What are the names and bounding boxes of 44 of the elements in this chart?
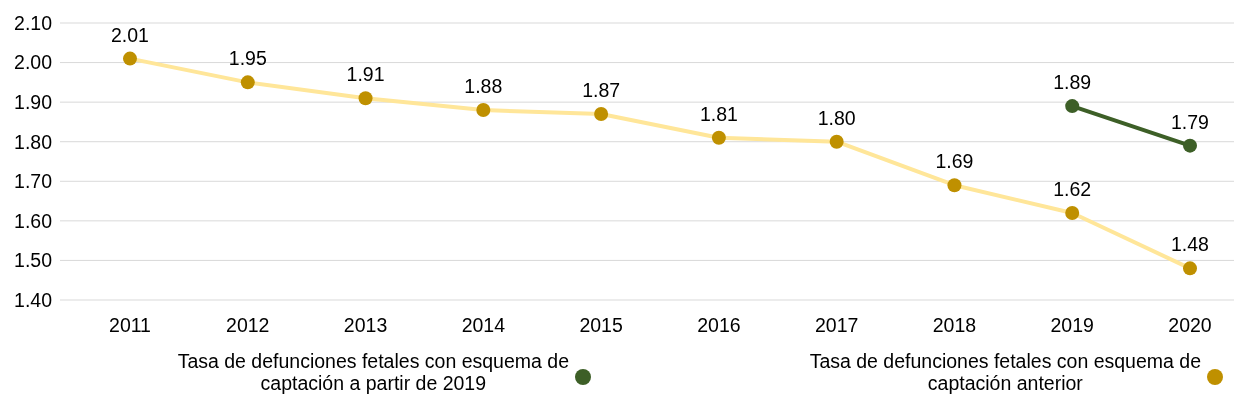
text: 1.40	[14, 288, 52, 311]
point	[476, 103, 491, 118]
legend-label: Tasa de defunciones fetales con esquema de captación a partir de 2019	[177, 350, 569, 394]
data-label: 1.80	[817, 106, 856, 129]
point	[1065, 205, 1080, 220]
data-label: 1.79	[1171, 110, 1209, 133]
x-tick-label: 2020	[1168, 314, 1212, 336]
point	[829, 134, 844, 149]
point	[1065, 99, 1080, 114]
x-tick-label: 2017	[814, 314, 859, 336]
text: 1.80	[14, 130, 52, 153]
data-label: 1.81	[699, 102, 738, 125]
point	[947, 178, 962, 193]
text: 2.10	[14, 11, 52, 34]
x-tick-label: 2018	[932, 314, 977, 336]
x-tick-label: 2013	[343, 314, 388, 336]
text: 1.60	[14, 209, 52, 232]
x-tick-label: 2015	[579, 314, 623, 336]
point	[240, 75, 255, 90]
point	[711, 130, 726, 145]
text: 2.00	[14, 51, 52, 74]
point	[594, 107, 609, 122]
data-label: 1.69	[935, 150, 974, 173]
x-tick-label: 2012	[226, 314, 270, 336]
data-label: 1.48	[1171, 233, 1209, 256]
data-label: 1.91	[346, 63, 385, 86]
data-label: 1.89	[1053, 71, 1092, 94]
data-label: 1.62	[1053, 177, 1092, 200]
x-tick-label: 2016	[697, 314, 741, 336]
text: 1.50	[14, 249, 52, 272]
data-label: 2.01	[111, 23, 149, 46]
data-label: 1.88	[464, 75, 503, 98]
point	[123, 51, 137, 66]
point	[1183, 261, 1197, 276]
x-tick-label: 2014	[461, 314, 506, 336]
point	[358, 91, 373, 106]
x-tick-label: 2019	[1050, 314, 1094, 336]
legend-label: Tasa de defunciones fetales con esquema de captación anterior	[809, 350, 1201, 394]
point	[1183, 138, 1197, 153]
data-label: 1.87	[582, 79, 621, 102]
text: 1.70	[14, 170, 52, 193]
text: 1.90	[14, 90, 52, 113]
data-label: 1.95	[228, 47, 267, 70]
x-tick-label: 2011	[109, 314, 151, 336]
